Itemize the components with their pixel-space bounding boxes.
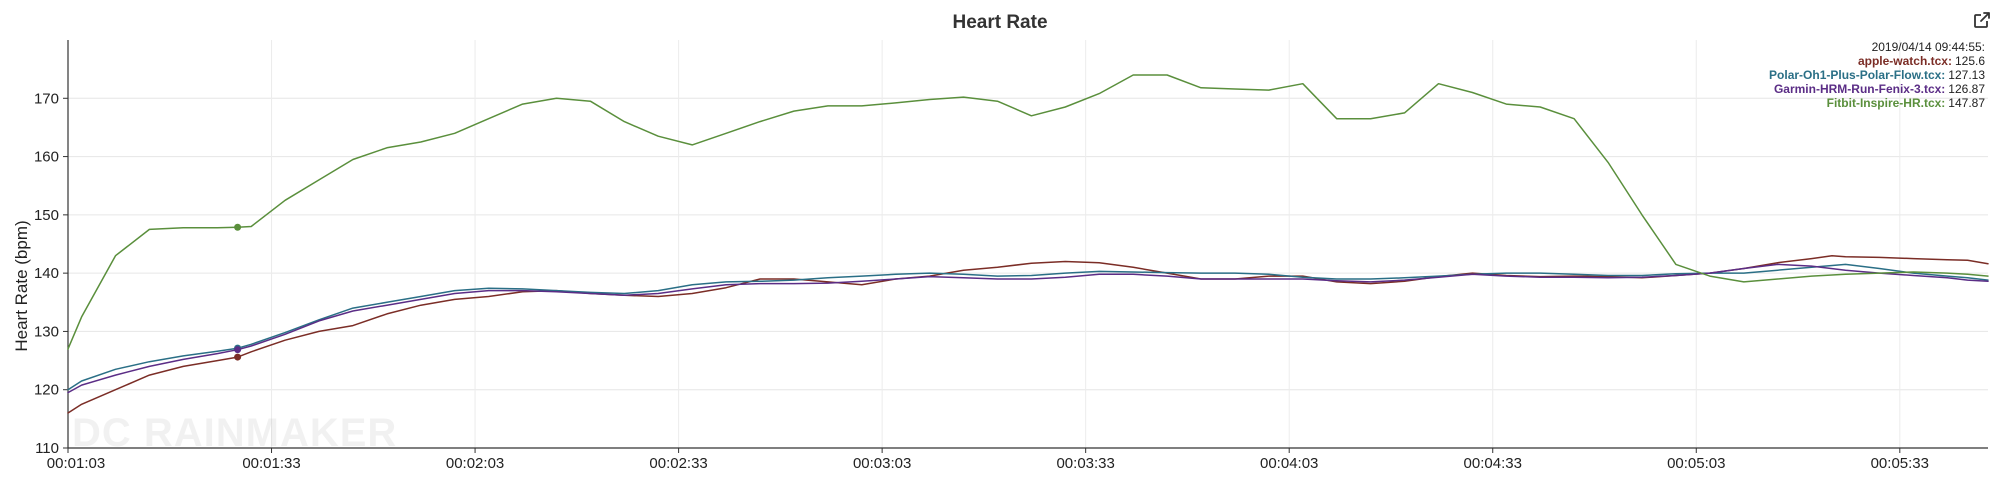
legend-series-name: apple-watch.tcx: [1858,54,1952,68]
legend-series-value: 126.87 [1948,82,1985,96]
y-tick-label: 160 [34,149,59,166]
hover-marker-4 [234,223,242,231]
axes: 110 120 130 140 150 160 170 00:01:03 00:01:33 00:… [34,40,1988,472]
grid-lines [67,40,1988,448]
x-tick-label: 00:01:03 [47,455,105,472]
chart-title: Heart Rate [952,12,1047,33]
x-tick-label: 00:05:03 [1667,455,1725,472]
legend-series-name: Polar-Oh1-Plus-Polar-Flow.tcx: [1769,68,1945,82]
legend-series-value: 127.13 [1948,68,1985,82]
x-tick-label: 00:03:33 [1056,455,1114,472]
x-tick-label: 00:02:33 [649,455,707,472]
series-lines [67,74,1989,414]
series-line-2 [67,263,1989,391]
hover-markers [234,223,242,361]
legend-series-value: 147.87 [1948,96,1985,110]
y-tick-label: 120 [34,382,59,399]
y-tick-label: 170 [34,90,59,107]
x-tick-label: 00:04:03 [1260,455,1318,472]
hover-timestamp: 2019/04/14 09:44:55: [1872,40,1985,54]
series-line-4 [67,74,1989,350]
legend-entry: Garmin-HRM-Run-Fenix-3.tcx: 126.87 [1774,82,1985,96]
y-axis-label: Heart Rate (bpm) [12,220,31,351]
legend-series-name: Fitbit-Inspire-HR.tcx: [1827,96,1946,110]
series-line-3 [67,263,1989,394]
y-tick-label: 130 [34,323,59,340]
hover-legend: 2019/04/14 09:44:55:apple-watch.tcx: 125.… [1769,40,1985,110]
hover-marker-3 [234,346,242,354]
y-tick-label: 110 [35,440,59,457]
legend-entry: Fitbit-Inspire-HR.tcx: 147.87 [1827,96,1986,110]
x-tick-label: 00:02:03 [446,455,504,472]
x-tick-label: 00:05:33 [1871,455,1929,472]
export-icon[interactable] [1974,12,1990,28]
legend-series-name: Garmin-HRM-Run-Fenix-3.tcx: [1774,82,1945,96]
y-tick-label: 140 [34,265,59,282]
y-tick-label: 150 [34,207,59,224]
x-tick-label: 00:04:33 [1464,455,1522,472]
legend-entry: apple-watch.tcx: 125.6 [1858,54,1985,68]
hover-marker-1 [234,353,242,361]
x-tick-label: 00:01:33 [242,455,300,472]
legend-entry: Polar-Oh1-Plus-Polar-Flow.tcx: 127.13 [1769,68,1985,82]
legend-series-value: 125.6 [1955,54,1985,68]
x-tick-label: 00:03:03 [853,455,911,472]
